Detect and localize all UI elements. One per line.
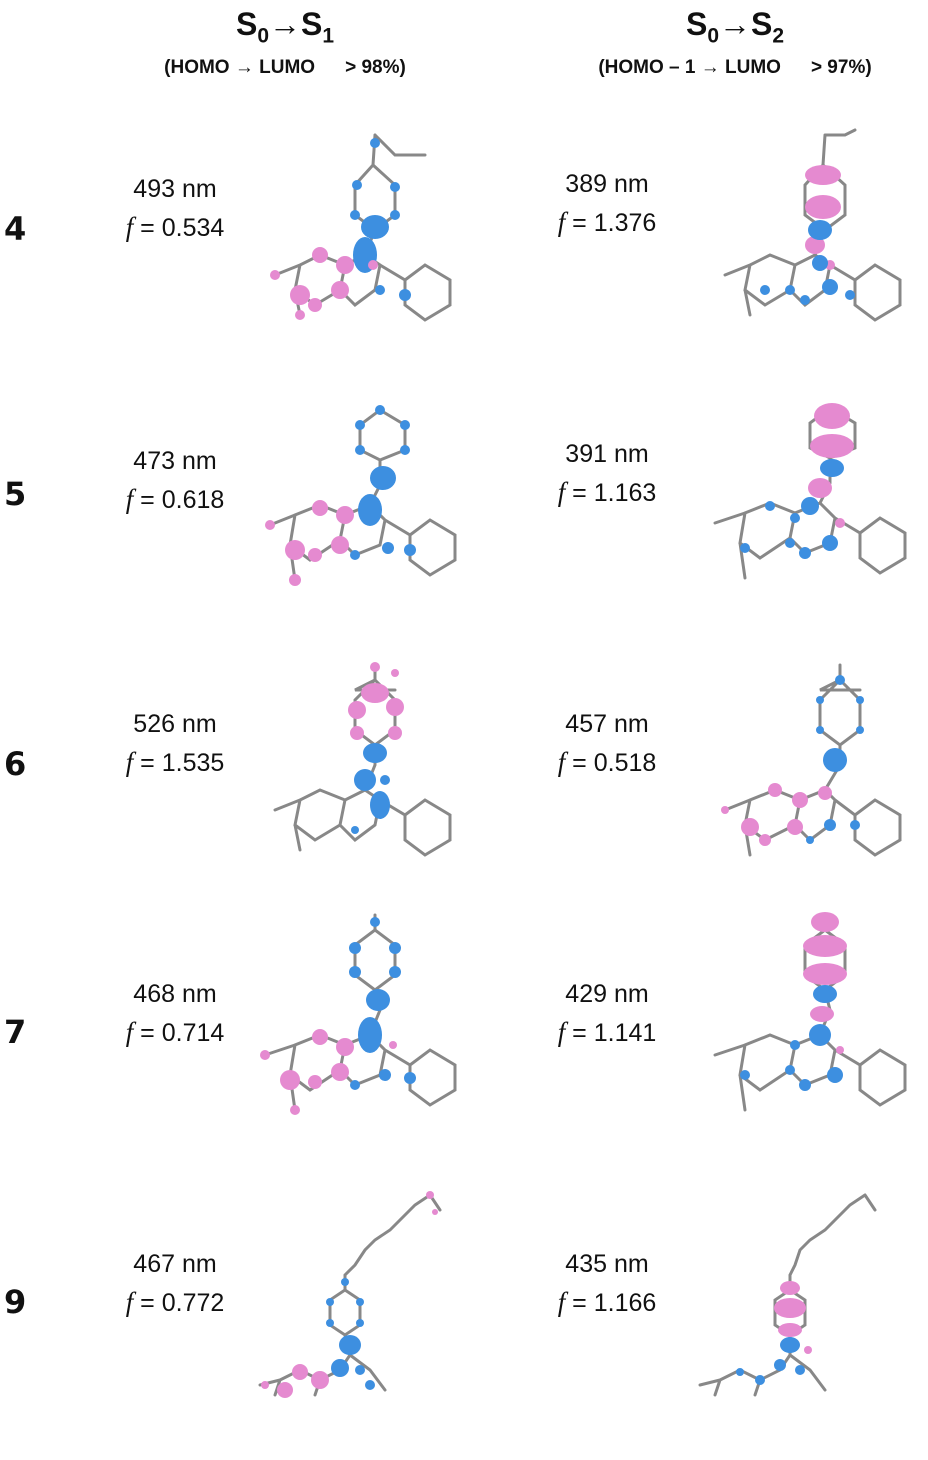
compound-number: 4 — [4, 210, 27, 248]
s1-values: 473 nm f = 0.618 — [90, 442, 260, 519]
s1-oscillator-strength: f = 0.534 — [125, 212, 225, 242]
s2-values: 457 nm f = 0.518 — [522, 705, 692, 782]
s1-oscillator-strength: f = 1.535 — [125, 747, 225, 777]
compound-number: 6 — [4, 745, 27, 783]
s2-orbital-diagram — [713, 403, 907, 580]
s2-oscillator-strength: f = 1.163 — [557, 477, 657, 507]
s2-values: 391 nm f = 1.163 — [522, 435, 692, 512]
s0-s1-transition-label: S0→S1 — [235, 6, 335, 48]
s1-values: 493 nm f = 0.534 — [90, 170, 260, 247]
compound-row-9: 9 467 nm f = 0.772 435 nm f = 1.166 — [0, 1190, 928, 1460]
s2-values: 429 nm f = 1.141 — [522, 975, 692, 1052]
s0-s2-header: S0→S2 (HOMO – 1 → LUMO > 97%) — [540, 4, 928, 80]
s1-orbital-diagram — [273, 662, 452, 857]
s2-values: 435 nm f = 1.166 — [522, 1245, 692, 1322]
s2-values: 389 nm f = 1.376 — [522, 165, 692, 242]
s1-oscillator-strength: f = 0.714 — [125, 1017, 225, 1047]
s0-s2-transition-label: S0→S2 — [685, 6, 785, 48]
s2-wavelength: 435 nm — [565, 1250, 649, 1278]
s1-wavelength: 526 nm — [133, 710, 217, 738]
s2-wavelength: 429 nm — [565, 980, 649, 1008]
s1-orbital-diagram — [270, 133, 452, 322]
s0-s1-header: S0→S1 (HOMO → LUMO > 98%) — [110, 4, 460, 80]
s2-orbital-diagram — [698, 1193, 877, 1397]
s1-wavelength: 493 nm — [133, 175, 217, 203]
s2-oscillator-strength: f = 1.141 — [557, 1017, 657, 1047]
s2-orbital-diagram — [723, 128, 902, 322]
s2-orbital-diagram — [713, 912, 907, 1112]
s1-wavelength: 473 nm — [133, 447, 217, 475]
s2-oscillator-strength: f = 1.376 — [557, 207, 657, 237]
s2-orbital-diagram — [721, 663, 902, 857]
s1-values: 468 nm f = 0.714 — [90, 975, 260, 1052]
compound-row-5: 5 473 nm f = 0.618 391 nm f = 1.163 — [0, 380, 928, 650]
s2-oscillator-strength: f = 0.518 — [557, 747, 657, 777]
s2-wavelength: 389 nm — [565, 170, 649, 198]
compound-number: 7 — [4, 1013, 27, 1051]
compound-row-4: 4 493 nm f = 0.534 389 nm f = 1.376 — [0, 110, 928, 380]
compound-number: 5 — [4, 475, 27, 513]
s0-s2-orbital-label: (HOMO – 1 → LUMO > 97%) — [598, 57, 872, 79]
s1-values: 467 nm f = 0.772 — [90, 1245, 260, 1322]
s1-values: 526 nm f = 1.535 — [90, 705, 260, 782]
s1-orbital-diagram — [265, 405, 457, 586]
s1-orbital-diagram — [260, 913, 457, 1115]
s2-wavelength: 391 nm — [565, 440, 649, 468]
compound-row-7: 7 468 nm f = 0.714 429 nm f = 1.141 — [0, 912, 928, 1190]
s2-oscillator-strength: f = 1.166 — [557, 1287, 657, 1317]
s0-s1-orbital-label: (HOMO → LUMO > 98%) — [164, 57, 406, 79]
s2-wavelength: 457 nm — [565, 710, 649, 738]
compound-number: 9 — [4, 1283, 27, 1321]
s1-oscillator-strength: f = 0.772 — [125, 1287, 225, 1317]
s1-oscillator-strength: f = 0.618 — [125, 484, 225, 514]
s1-orbital-diagram — [258, 1191, 442, 1398]
compound-row-6: 6 526 nm f = 1.535 457 nm f = 0.518 — [0, 650, 928, 920]
s1-wavelength: 468 nm — [133, 980, 217, 1008]
s1-wavelength: 467 nm — [133, 1250, 217, 1278]
